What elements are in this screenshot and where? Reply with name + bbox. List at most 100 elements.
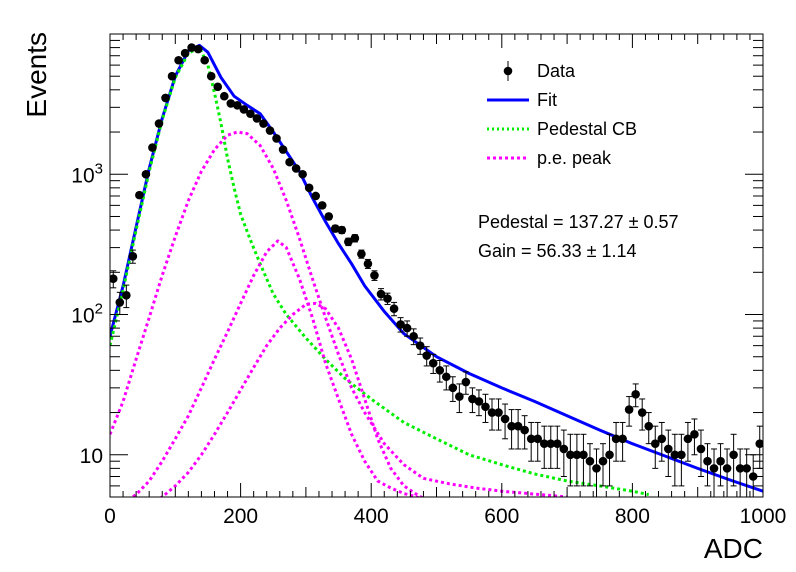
data-marker xyxy=(409,331,418,341)
data-marker xyxy=(363,259,373,269)
x-tick-label: 600 xyxy=(484,505,519,528)
data-point xyxy=(304,183,314,193)
data-marker xyxy=(487,408,497,417)
data-point xyxy=(278,145,288,154)
data-point xyxy=(566,433,575,487)
legend-label: Fit xyxy=(537,90,557,110)
data-marker xyxy=(716,456,725,466)
data-point xyxy=(474,389,484,417)
data-marker xyxy=(683,434,693,444)
data-point xyxy=(735,448,745,497)
data-point xyxy=(285,157,294,167)
data-marker xyxy=(344,237,353,247)
data-marker xyxy=(389,304,399,314)
data-marker xyxy=(637,408,647,417)
data-point xyxy=(637,398,647,431)
data-point xyxy=(135,190,144,200)
data-point xyxy=(513,409,523,450)
data-marker xyxy=(148,143,157,152)
data-marker xyxy=(402,323,412,333)
data-point xyxy=(644,412,654,445)
data-point xyxy=(742,448,751,497)
data-point xyxy=(409,328,418,346)
data-point xyxy=(233,101,242,110)
data-marker xyxy=(110,274,118,284)
fit-annotations: Pedestal = 137.27 ± 0.57 Gain = 56.33 ± 1… xyxy=(478,212,679,261)
data-point xyxy=(507,409,516,450)
data-marker xyxy=(272,134,281,143)
data-marker xyxy=(239,105,249,114)
x-tick-label: 1000 xyxy=(740,505,787,528)
data-point xyxy=(520,415,529,450)
data-marker xyxy=(742,464,751,473)
data-marker xyxy=(533,434,543,444)
x-tick-label: 200 xyxy=(223,505,258,528)
data-point xyxy=(324,212,334,221)
data-point xyxy=(468,387,477,414)
data-point xyxy=(553,425,562,469)
data-point xyxy=(455,383,464,414)
legend-item-fit: Fit xyxy=(487,90,557,110)
data-marker xyxy=(187,43,196,52)
data-point xyxy=(650,425,660,469)
data-point xyxy=(500,403,510,440)
data-marker xyxy=(611,434,621,444)
data-marker xyxy=(233,101,242,110)
data-point xyxy=(311,191,320,201)
data-point xyxy=(180,48,190,58)
y-axis-title: Events xyxy=(21,32,52,118)
fit-annotation: Pedestal = 137.27 ± 0.57 xyxy=(478,212,679,232)
data-point xyxy=(690,418,699,456)
data-point xyxy=(422,346,432,367)
data-point xyxy=(657,421,667,462)
data-point xyxy=(363,258,373,269)
series-line-p-e-peak xyxy=(110,130,568,497)
data-marker xyxy=(618,434,627,444)
data-point xyxy=(259,119,268,128)
data-marker xyxy=(304,183,314,193)
data-marker xyxy=(122,291,131,300)
data-marker xyxy=(213,82,223,92)
data-marker xyxy=(219,91,229,101)
data-point xyxy=(448,376,458,402)
data-point xyxy=(611,421,621,462)
data-marker xyxy=(664,444,673,454)
data-point xyxy=(154,119,164,128)
data-marker xyxy=(631,389,640,399)
data-point xyxy=(415,337,425,355)
data-marker xyxy=(722,464,732,473)
data-marker xyxy=(735,464,745,473)
legend-marker xyxy=(503,66,513,76)
data-marker xyxy=(200,55,209,65)
data-marker xyxy=(690,429,699,439)
axes-layer: 0 200 400 600 800 1000 10 102 103 xyxy=(71,33,787,528)
x-tick-label: 0 xyxy=(104,505,116,528)
data-marker xyxy=(422,351,432,360)
x-tick-label: 400 xyxy=(354,505,389,528)
data-point xyxy=(703,443,712,487)
data-marker xyxy=(330,224,340,233)
data-marker xyxy=(252,114,262,123)
data-marker xyxy=(481,402,490,412)
x-axis-title: ADC xyxy=(704,533,763,564)
data-marker xyxy=(135,190,144,200)
data-marker xyxy=(468,394,477,404)
data-point xyxy=(428,353,438,374)
data-marker xyxy=(500,414,510,424)
data-point xyxy=(624,396,634,427)
data-marker xyxy=(546,439,556,448)
data-point xyxy=(533,421,543,462)
data-marker xyxy=(193,44,203,54)
legend-item-p-e-peak: p.e. peak xyxy=(487,148,612,168)
data-marker xyxy=(474,397,484,406)
data-point xyxy=(219,91,229,101)
data-point xyxy=(677,433,686,487)
data-marker xyxy=(520,425,529,435)
legend: Data Fit Pedestal CB p.e. peak xyxy=(487,61,637,168)
data-point xyxy=(265,126,275,135)
data-point xyxy=(330,224,340,233)
data-marker xyxy=(579,450,588,460)
data-point xyxy=(481,393,490,423)
